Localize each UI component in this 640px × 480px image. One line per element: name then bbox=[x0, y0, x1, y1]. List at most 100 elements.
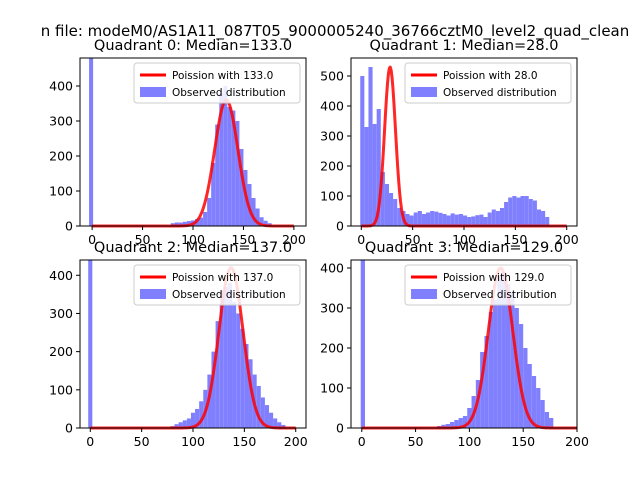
histogram-bar bbox=[438, 212, 443, 226]
y-tick-label: 200 bbox=[320, 159, 344, 174]
chart-panel-2: Quadrant 2: Median=137.0 0 50 100 150 200 0 100… bbox=[49, 240, 308, 449]
legend: Poission with 137.0 Observed distribution bbox=[133, 264, 301, 306]
legend-box bbox=[133, 62, 301, 104]
histogram-bar bbox=[454, 214, 459, 226]
histogram-bar bbox=[510, 292, 515, 428]
histogram-bar bbox=[434, 211, 439, 226]
histogram-bar bbox=[495, 211, 500, 226]
x-tick-label: 150 bbox=[232, 434, 256, 449]
histogram-bar bbox=[409, 215, 414, 226]
legend: Poission with 129.0 Observed distribution bbox=[404, 264, 572, 306]
figure-suptitle: n file: modeM0/AS1A11_087T05_9000005240_… bbox=[41, 22, 630, 41]
axes-frame bbox=[350, 259, 578, 429]
histogram-bar bbox=[178, 222, 183, 226]
histogram-bar bbox=[219, 290, 224, 428]
histogram-bar bbox=[223, 86, 228, 226]
histogram-bar bbox=[380, 172, 385, 226]
x-tick-label: 50 bbox=[134, 434, 150, 449]
histogram-bar bbox=[384, 184, 390, 226]
histogram-bar bbox=[259, 217, 264, 226]
histogram-bar bbox=[281, 424, 286, 428]
legend: Poission with 133.0 Observed distribution bbox=[133, 62, 301, 104]
chart-grid: Quadrant 0: Median=133.0 0 50 100 150 200 0 100… bbox=[49, 38, 589, 449]
histogram-bar bbox=[219, 93, 224, 226]
histogram-bar bbox=[264, 405, 270, 428]
histogram-bar bbox=[549, 418, 554, 428]
legend-hist-swatch bbox=[140, 289, 166, 299]
x-tick-label: 150 bbox=[511, 434, 535, 449]
histogram-bar bbox=[450, 422, 455, 428]
histogram-bar bbox=[462, 215, 468, 226]
y-tick-label: 400 bbox=[320, 99, 344, 114]
histogram-bar bbox=[484, 336, 489, 428]
histogram-bar bbox=[203, 212, 208, 226]
histogram-bar bbox=[446, 215, 451, 226]
y-tick-label: 400 bbox=[320, 261, 344, 276]
histogram-bar bbox=[458, 418, 463, 428]
x-tick-label: 0 bbox=[86, 434, 94, 449]
legend-hist-label: Observed distribution bbox=[172, 87, 286, 99]
histogram-bar bbox=[174, 424, 179, 428]
histogram-bar bbox=[251, 198, 256, 226]
y-tick-label: 0 bbox=[336, 219, 344, 234]
histogram-bar bbox=[491, 209, 496, 226]
histogram-bar bbox=[397, 208, 402, 226]
histogram-bar bbox=[524, 196, 529, 226]
histogram-bar bbox=[501, 272, 506, 428]
histogram-bar bbox=[471, 216, 476, 226]
histogram-bar bbox=[532, 200, 537, 226]
legend-curve-label: Poission with 137.0 bbox=[172, 272, 273, 284]
histogram-bar bbox=[527, 364, 532, 428]
histogram-bar bbox=[483, 217, 488, 226]
y-tick-label: 400 bbox=[49, 79, 73, 94]
histogram-bar bbox=[487, 212, 492, 226]
x-tick-label: 200 bbox=[555, 232, 579, 247]
histogram-bar bbox=[227, 282, 233, 428]
histogram-bar bbox=[540, 400, 545, 428]
histogram-bar bbox=[182, 221, 187, 226]
legend-box bbox=[404, 264, 572, 306]
histogram-bar bbox=[413, 212, 418, 226]
histogram-bar bbox=[475, 215, 480, 226]
histogram-bar bbox=[479, 214, 484, 226]
histogram-bar bbox=[186, 418, 191, 428]
histogram-bar bbox=[364, 127, 369, 226]
histogram-bar bbox=[505, 284, 511, 428]
x-tick-label: 0 bbox=[88, 232, 96, 247]
x-tick-label: 0 bbox=[357, 232, 365, 247]
histogram-bars bbox=[360, 67, 550, 226]
histogram-bar bbox=[441, 424, 446, 428]
histogram-bar bbox=[215, 124, 220, 226]
histogram-bar bbox=[497, 276, 502, 428]
histogram-bars bbox=[88, 260, 286, 428]
histogram-bar bbox=[458, 214, 463, 226]
histogram-bar bbox=[273, 418, 278, 428]
histogram-bar bbox=[190, 412, 196, 428]
histogram-bar bbox=[235, 121, 240, 226]
histogram-bar bbox=[508, 197, 513, 226]
chart-panel-3: Quadrant 3: Median=129.0 0 50 100 150 200 0 100… bbox=[320, 240, 589, 449]
histogram-bar bbox=[186, 221, 191, 226]
histogram-bar bbox=[174, 222, 179, 226]
histogram-bar bbox=[405, 214, 410, 226]
histogram-bar bbox=[232, 302, 237, 428]
histogram-bar bbox=[488, 312, 494, 428]
histogram-bar bbox=[499, 208, 505, 226]
histogram-bar bbox=[467, 217, 472, 226]
histogram-bar bbox=[207, 198, 212, 226]
histogram-bar bbox=[182, 420, 187, 428]
histogram-bar bbox=[504, 202, 509, 226]
histogram-bar bbox=[523, 348, 528, 428]
y-tick-label: 300 bbox=[49, 306, 73, 321]
histogram-bar bbox=[178, 422, 183, 428]
y-tick-label: 200 bbox=[49, 149, 73, 164]
legend-hist-swatch bbox=[411, 87, 437, 97]
y-tick-label: 200 bbox=[320, 341, 344, 356]
legend-hist-swatch bbox=[140, 87, 166, 97]
histogram-bar bbox=[442, 214, 447, 226]
histogram-bar bbox=[372, 124, 377, 226]
histogram-bar bbox=[236, 313, 241, 428]
y-tick-label: 300 bbox=[320, 301, 344, 316]
legend-box bbox=[404, 62, 572, 104]
